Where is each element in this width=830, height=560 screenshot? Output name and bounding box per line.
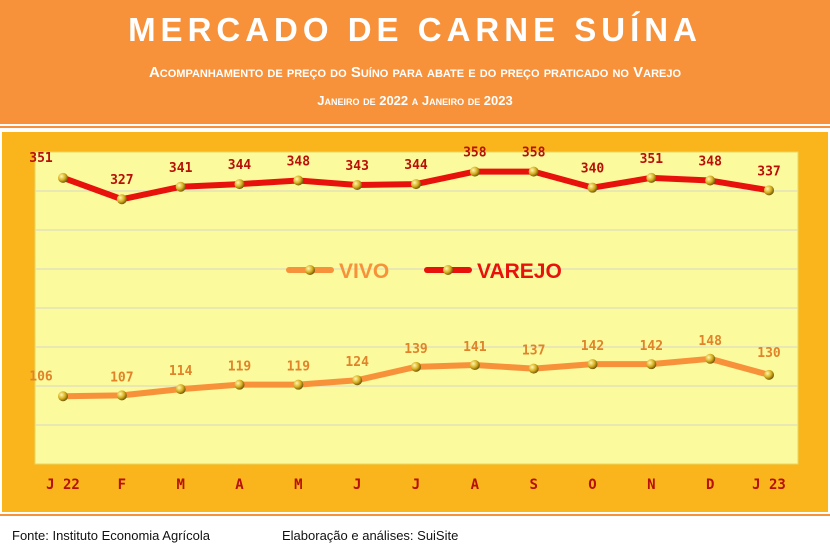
data-point bbox=[764, 369, 774, 380]
data-label: 327 bbox=[110, 173, 133, 188]
page-title: MERCADO DE CARNE SUÍNA bbox=[128, 11, 702, 48]
legend-swatch-dot bbox=[305, 265, 315, 275]
data-point bbox=[411, 361, 421, 372]
x-tick-label: M bbox=[294, 477, 302, 493]
data-point bbox=[116, 194, 127, 205]
data-point bbox=[58, 391, 68, 402]
data-point bbox=[116, 390, 127, 401]
x-tick-label: J 23 bbox=[752, 477, 786, 493]
data-label: 107 bbox=[110, 370, 133, 385]
data-label: 106 bbox=[29, 369, 53, 384]
credit-note: Elaboração e análises: SuiSite bbox=[282, 528, 459, 543]
page-subtitle: Acompanhamento de preço do Suíno para ab… bbox=[148, 64, 682, 81]
data-label: 114 bbox=[169, 364, 193, 379]
x-tick-label: D bbox=[706, 477, 714, 493]
data-point bbox=[411, 179, 421, 190]
data-point bbox=[352, 179, 363, 190]
data-point bbox=[528, 363, 539, 374]
data-label: 351 bbox=[29, 151, 53, 166]
data-point bbox=[175, 181, 186, 192]
data-label: 337 bbox=[757, 164, 780, 179]
data-label: 124 bbox=[345, 355, 369, 370]
period-label: Janeiro de 2022 a Janeiro de 2023 bbox=[317, 93, 513, 108]
data-label: 142 bbox=[640, 339, 663, 354]
data-label: 119 bbox=[228, 360, 251, 375]
data-label: 137 bbox=[522, 344, 545, 359]
data-label: 343 bbox=[345, 159, 368, 174]
data-label: 358 bbox=[463, 146, 487, 161]
x-tick-label: J bbox=[412, 477, 420, 493]
header-banner: MERCADO DE CARNE SUÍNA Acompanhamento de… bbox=[0, 0, 830, 124]
data-label: 348 bbox=[287, 155, 311, 170]
data-label: 340 bbox=[581, 162, 605, 177]
legend-swatch-dot bbox=[443, 265, 453, 275]
data-label: 142 bbox=[581, 339, 604, 354]
footer-divider bbox=[0, 514, 830, 516]
data-point bbox=[293, 379, 304, 390]
data-point bbox=[469, 360, 480, 371]
x-tick-label: N bbox=[647, 477, 655, 493]
x-tick-label: M bbox=[176, 477, 184, 493]
data-point bbox=[646, 172, 657, 183]
x-tick-label: A bbox=[235, 477, 244, 493]
data-point bbox=[58, 172, 68, 183]
data-point bbox=[293, 175, 304, 186]
data-label: 344 bbox=[404, 158, 428, 173]
data-label: 119 bbox=[287, 360, 310, 375]
source-note: Fonte: Instituto Economia Agrícola bbox=[12, 528, 210, 543]
x-tick-label: J bbox=[353, 477, 361, 493]
data-point bbox=[587, 182, 598, 193]
data-point bbox=[469, 166, 480, 177]
x-tick-label: A bbox=[471, 477, 480, 493]
header-divider bbox=[0, 126, 830, 128]
data-point bbox=[705, 353, 716, 364]
data-point bbox=[175, 384, 186, 395]
data-label: 141 bbox=[463, 340, 487, 355]
data-label: 130 bbox=[757, 346, 781, 361]
data-point bbox=[234, 379, 245, 390]
data-label: 139 bbox=[404, 342, 427, 357]
legend-label: VAREJO bbox=[477, 260, 562, 283]
x-tick-label: O bbox=[588, 477, 596, 493]
data-point bbox=[705, 175, 716, 186]
x-tick-label: J 22 bbox=[46, 477, 80, 493]
data-point bbox=[587, 359, 598, 370]
data-point bbox=[528, 166, 539, 177]
data-label: 148 bbox=[698, 334, 722, 349]
data-point bbox=[352, 375, 363, 386]
data-point bbox=[234, 179, 245, 190]
data-label: 358 bbox=[522, 146, 546, 161]
data-point bbox=[764, 185, 774, 196]
data-label: 351 bbox=[640, 152, 664, 167]
data-label: 344 bbox=[228, 158, 252, 173]
data-point bbox=[646, 359, 657, 370]
line-chart: J 22 F M A M J J A S O N D J 23 106 107 114 119 119 124 139… bbox=[29, 146, 799, 493]
data-label: 341 bbox=[169, 161, 193, 176]
data-label: 348 bbox=[698, 155, 722, 170]
legend-label: VIVO bbox=[339, 260, 389, 283]
x-tick-label: F bbox=[118, 477, 126, 493]
x-tick-label: S bbox=[529, 477, 537, 493]
chart-frame: J 22 F M A M J J A S O N D J 23 106 107 114 119 119 124 139… bbox=[2, 132, 828, 512]
